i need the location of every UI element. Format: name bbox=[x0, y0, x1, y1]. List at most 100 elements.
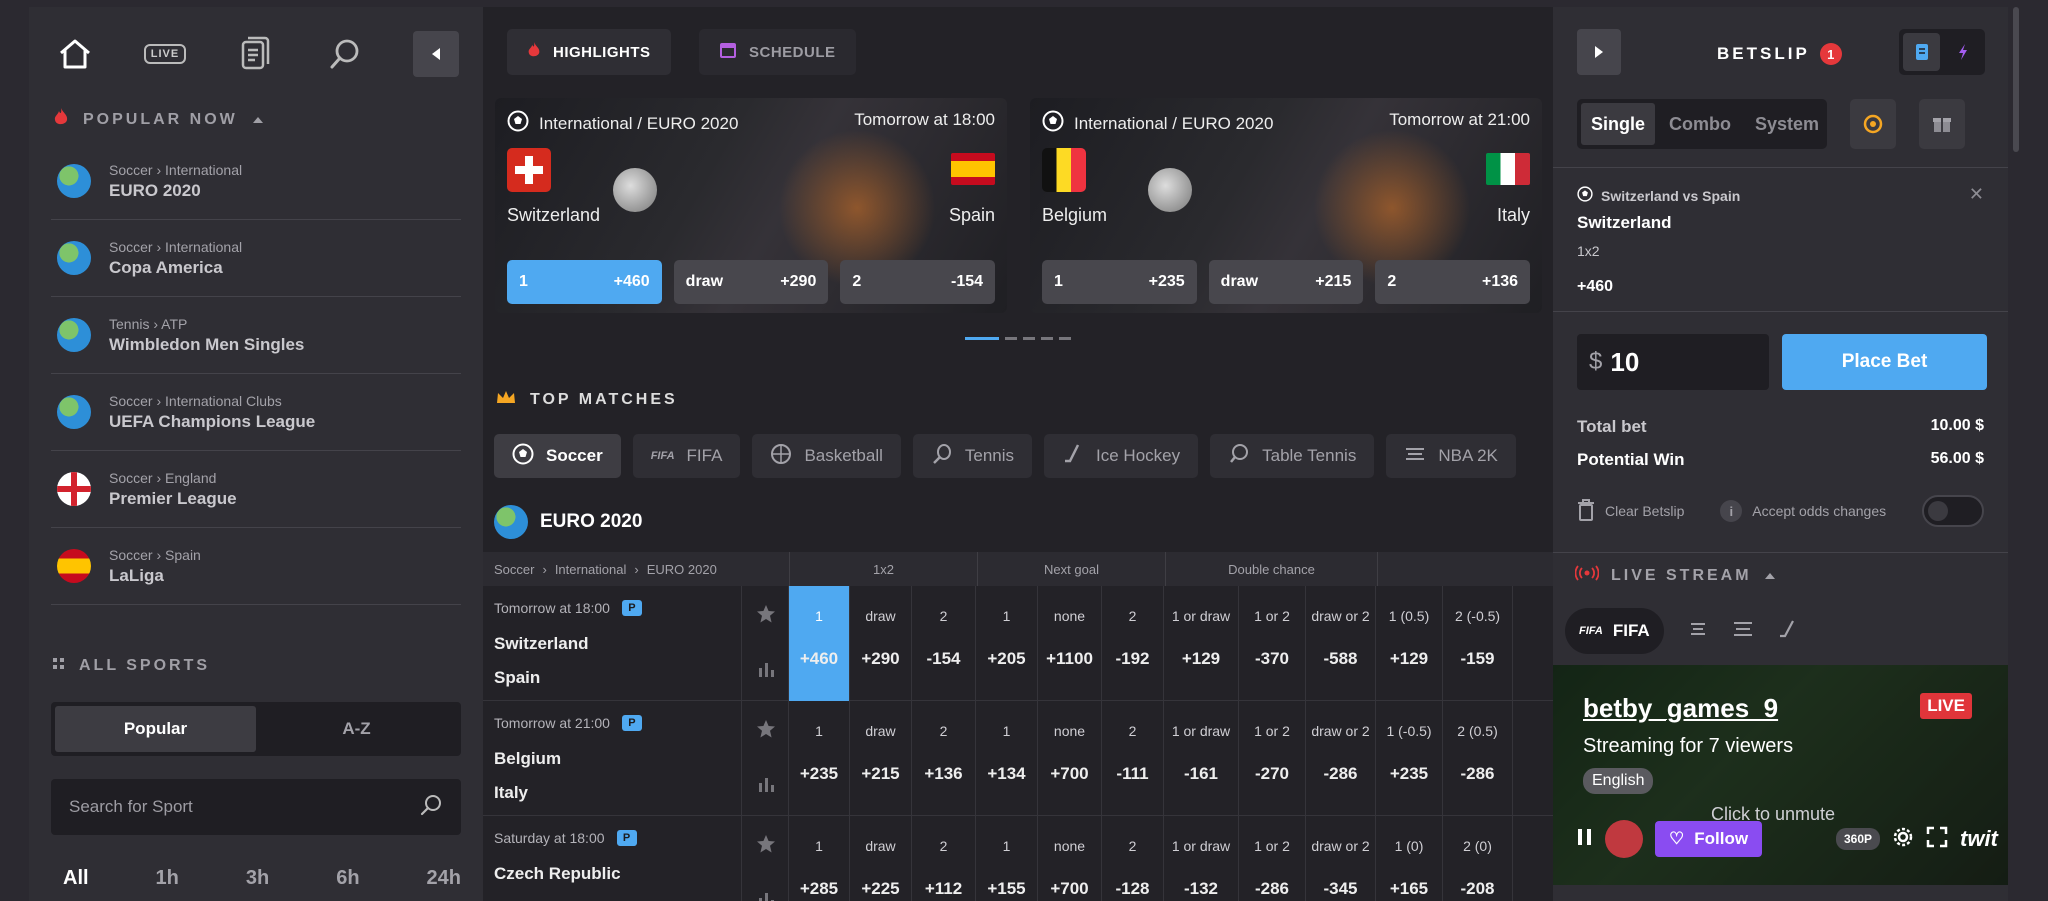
odds-cell[interactable]: 1 or draw -132 bbox=[1164, 816, 1239, 901]
match-info[interactable]: Tomorrow at 18:00 P Switzerland Spain bbox=[494, 586, 739, 701]
odds-cell[interactable]: 2 (0.5) -286 bbox=[1443, 701, 1513, 816]
highlight-card[interactable]: International / EURO 2020 Tomorrow at 21… bbox=[1030, 98, 1542, 313]
odds-cell[interactable]: 2 +136 bbox=[912, 701, 976, 816]
info-icon[interactable]: i bbox=[1720, 500, 1743, 522]
live-stream-header[interactable]: LIVE STREAM bbox=[1574, 565, 1776, 586]
odds-button[interactable]: 1 +235 bbox=[1042, 260, 1197, 304]
odds-cell[interactable]: 1 or 2 -286 bbox=[1239, 816, 1306, 901]
odds-cell[interactable]: draw or 2 -286 bbox=[1306, 701, 1376, 816]
star-icon[interactable] bbox=[756, 604, 776, 629]
search-icon[interactable] bbox=[323, 32, 367, 76]
sport-tab-fifa[interactable]: FIFA FIFA bbox=[632, 434, 741, 478]
odds-cell[interactable]: 1 +235 bbox=[789, 701, 850, 816]
odds-cell[interactable]: 1 +205 bbox=[976, 586, 1038, 701]
popular-item[interactable]: Soccer › Spain LaLiga bbox=[51, 528, 461, 605]
odds-button[interactable]: 2 +136 bbox=[1375, 260, 1531, 304]
place-bet-button[interactable]: Place Bet bbox=[1782, 334, 1987, 390]
home-icon[interactable] bbox=[53, 32, 97, 76]
stream-tab-fifa[interactable]: FIFA FIFA bbox=[1565, 608, 1664, 654]
popular-item[interactable]: Soccer › International Copa America bbox=[51, 220, 461, 297]
gift-icon[interactable] bbox=[1919, 99, 1965, 149]
time-filter-6h[interactable]: 6h bbox=[336, 867, 360, 889]
carousel-dot[interactable] bbox=[1059, 337, 1071, 340]
odds-cell[interactable]: 2 +112 bbox=[912, 816, 976, 901]
odds-cell[interactable]: draw or 2 -345 bbox=[1306, 816, 1376, 901]
carousel-dot[interactable] bbox=[965, 337, 999, 340]
time-filter-all[interactable]: All bbox=[63, 867, 89, 889]
popular-item[interactable]: Soccer › England Premier League bbox=[51, 451, 461, 528]
popular-item[interactable]: Tennis › ATP Wimbledon Men Singles bbox=[51, 297, 461, 374]
carousel-dot[interactable] bbox=[1023, 337, 1035, 340]
sport-tab-nba2k[interactable]: NBA 2K bbox=[1386, 434, 1516, 478]
odds-cell[interactable]: draw +290 bbox=[850, 586, 912, 701]
odds-cell[interactable]: none +700 bbox=[1038, 701, 1102, 816]
bet-type-system[interactable]: System bbox=[1755, 113, 1820, 134]
star-icon[interactable] bbox=[756, 719, 776, 744]
betslip-history-icon[interactable] bbox=[233, 32, 277, 76]
sport-tab-soccer[interactable]: Soccer bbox=[494, 434, 621, 478]
odds-cell[interactable]: none +700 bbox=[1038, 816, 1102, 901]
highlight-card[interactable]: International / EURO 2020 Tomorrow at 18… bbox=[495, 98, 1007, 313]
stream-tab-hockey-icon[interactable] bbox=[1778, 619, 1798, 644]
twitch-logo[interactable]: twit bbox=[1960, 826, 1998, 851]
carousel-dot[interactable] bbox=[1005, 337, 1017, 340]
live-icon[interactable]: LIVE bbox=[143, 32, 187, 76]
toggle-a-z[interactable]: A-Z bbox=[342, 719, 371, 738]
sport-tab-table-tennis[interactable]: Table Tennis bbox=[1210, 434, 1375, 478]
stream-tab-esport-icon[interactable] bbox=[1688, 619, 1708, 644]
clear-betslip-button[interactable]: Clear Betslip bbox=[1577, 498, 1684, 524]
stream-channel-link[interactable]: betby_games_9 bbox=[1583, 693, 1779, 723]
odds-cell[interactable]: none +1100 bbox=[1038, 586, 1102, 701]
lightning-icon[interactable] bbox=[1944, 33, 1981, 71]
league-header[interactable]: EURO 2020 bbox=[494, 505, 642, 539]
odds-button[interactable]: draw +215 bbox=[1208, 260, 1364, 304]
settings-gear-icon[interactable] bbox=[1892, 826, 1914, 853]
stats-icon[interactable] bbox=[757, 660, 775, 683]
odds-cell[interactable]: 1 +285 bbox=[789, 816, 850, 901]
odds-cell[interactable]: 1 or 2 -370 bbox=[1239, 586, 1306, 701]
odds-cell[interactable]: 2 (0) -208 bbox=[1443, 816, 1513, 901]
odds-cell[interactable]: 1 (-0.5) +235 bbox=[1376, 701, 1443, 816]
odds-cell[interactable]: 2 -154 bbox=[912, 586, 976, 701]
odds-cell[interactable]: 1 (0.5) +129 bbox=[1376, 586, 1443, 701]
sport-tab-tennis[interactable]: Tennis bbox=[912, 434, 1033, 478]
sport-tab-basketball[interactable]: Basketball bbox=[752, 434, 901, 478]
bet-type-single[interactable]: Single bbox=[1581, 103, 1656, 145]
follow-button[interactable]: ♡ Follow bbox=[1655, 821, 1763, 857]
odds-button[interactable]: draw +290 bbox=[673, 260, 829, 304]
odds-cell[interactable]: 1 (0) +165 bbox=[1376, 816, 1443, 901]
stake-input-box[interactable]: $ 10 bbox=[1577, 334, 1769, 390]
bet-type-combo[interactable]: Combo bbox=[1669, 113, 1732, 134]
odds-button[interactable]: 2 -154 bbox=[840, 260, 996, 304]
resolution-badge[interactable]: 360P bbox=[1835, 828, 1880, 850]
tab-schedule[interactable]: SCHEDULE bbox=[699, 29, 856, 75]
toggle-popular[interactable]: Popular bbox=[55, 706, 256, 752]
popular-item[interactable]: Soccer › International Clubs UEFA Champio… bbox=[51, 374, 461, 451]
click-to-unmute[interactable]: Click to unmute bbox=[1711, 804, 1836, 824]
odds-cell[interactable]: 2 -111 bbox=[1102, 701, 1164, 816]
search-icon[interactable] bbox=[419, 793, 443, 822]
tab-highlights[interactable]: HIGHLIGHTS bbox=[507, 29, 671, 75]
carousel-dot[interactable] bbox=[1041, 337, 1053, 340]
odds-cell[interactable]: 1 +155 bbox=[976, 816, 1038, 901]
collapse-sidebar-button[interactable] bbox=[413, 31, 459, 77]
sport-search-input[interactable] bbox=[69, 797, 389, 817]
play-icon[interactable] bbox=[1577, 29, 1621, 75]
stats-icon[interactable] bbox=[757, 890, 775, 901]
pause-icon[interactable] bbox=[1577, 827, 1593, 852]
page-scrollbar[interactable] bbox=[2013, 7, 2019, 152]
stats-icon[interactable] bbox=[757, 775, 775, 798]
close-icon[interactable]: ✕ bbox=[1968, 184, 1984, 204]
time-filter-3h[interactable]: 3h bbox=[245, 867, 270, 889]
odds-cell[interactable]: draw +215 bbox=[850, 701, 912, 816]
odds-cell[interactable]: 2 -128 bbox=[1102, 816, 1164, 901]
sport-tab-ice-hockey[interactable]: Ice Hockey bbox=[1044, 434, 1199, 478]
odds-cell[interactable]: draw +225 bbox=[850, 816, 912, 901]
time-filter-1h[interactable]: 1h bbox=[155, 867, 179, 889]
star-icon[interactable] bbox=[756, 834, 776, 859]
odds-cell[interactable]: 1 or draw -161 bbox=[1164, 701, 1239, 816]
time-filter-24h[interactable]: 24h bbox=[426, 867, 461, 889]
odds-button[interactable]: 1 +460 bbox=[507, 260, 662, 304]
odds-cell[interactable]: 2 (-0.5) -159 bbox=[1443, 586, 1513, 701]
fullscreen-icon[interactable] bbox=[1926, 826, 1948, 853]
